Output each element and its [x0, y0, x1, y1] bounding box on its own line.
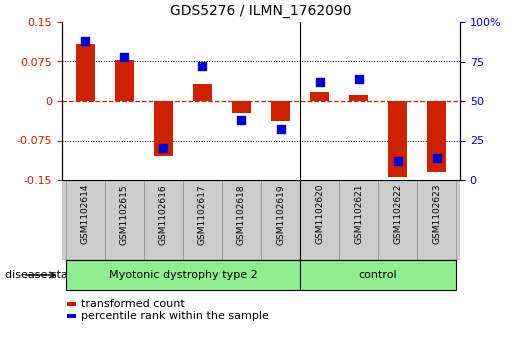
Text: GSM1102615: GSM1102615: [120, 184, 129, 245]
Text: GSM1102622: GSM1102622: [393, 184, 402, 244]
Bar: [183, 180, 222, 260]
Bar: [271, 101, 290, 121]
Bar: [115, 60, 134, 101]
Point: [277, 127, 285, 132]
Bar: [222, 180, 261, 260]
Text: disease state: disease state: [5, 270, 79, 280]
Text: GSM1102621: GSM1102621: [354, 184, 363, 245]
Point: [159, 146, 167, 151]
Bar: [300, 180, 339, 260]
Bar: [378, 180, 417, 260]
Bar: [66, 180, 105, 260]
Bar: [349, 95, 368, 101]
Point: [315, 79, 323, 85]
Text: GSM1102620: GSM1102620: [315, 184, 324, 245]
Bar: [193, 84, 212, 101]
Text: GSM1102614: GSM1102614: [81, 184, 90, 245]
Bar: [76, 44, 95, 101]
Bar: [144, 180, 183, 260]
Point: [354, 76, 363, 82]
Text: GSM1102617: GSM1102617: [198, 184, 207, 245]
Point: [121, 54, 129, 60]
Text: GSM1102616: GSM1102616: [159, 184, 168, 245]
Bar: [417, 180, 456, 260]
Text: control: control: [359, 270, 398, 280]
Point: [393, 158, 402, 164]
Bar: [427, 101, 447, 172]
Bar: [105, 180, 144, 260]
Bar: [339, 180, 378, 260]
Text: GSM1102618: GSM1102618: [237, 184, 246, 245]
Point: [198, 63, 207, 69]
Bar: [261, 180, 300, 260]
Text: GSM1102619: GSM1102619: [276, 184, 285, 245]
Point: [433, 155, 441, 161]
Bar: [388, 101, 407, 178]
Bar: [232, 101, 251, 113]
Bar: [310, 91, 329, 101]
Title: GDS5276 / ILMN_1762090: GDS5276 / ILMN_1762090: [170, 4, 352, 18]
Text: transformed count: transformed count: [80, 299, 184, 309]
Point: [237, 117, 246, 123]
Text: Myotonic dystrophy type 2: Myotonic dystrophy type 2: [109, 270, 258, 280]
Text: percentile rank within the sample: percentile rank within the sample: [80, 311, 268, 321]
Text: GSM1102623: GSM1102623: [432, 184, 441, 245]
Point: [81, 38, 90, 44]
Bar: [153, 101, 173, 156]
